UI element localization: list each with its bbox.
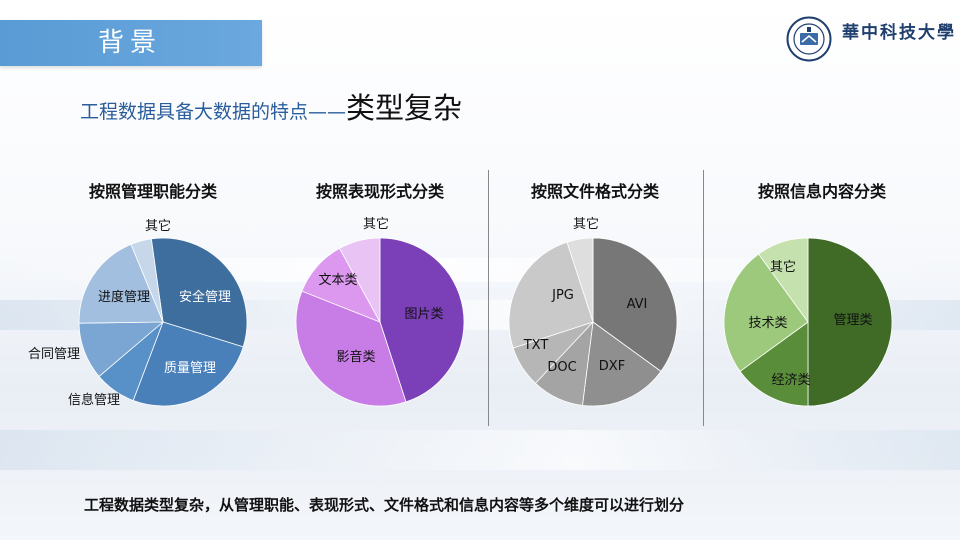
pie-slice (150, 237, 248, 348)
pie-slice-label: JPG (551, 288, 574, 303)
pie-slice (758, 237, 809, 324)
header-bar (0, 20, 262, 66)
pie-slice (379, 237, 465, 403)
pie-slice-label: 其它 (145, 218, 171, 234)
chart-title-information-content: 按照信息内容分类 (757, 182, 886, 201)
university-name: 華中科技大學 (842, 23, 956, 43)
pie-slice-label: 其它 (573, 216, 599, 232)
pie-slice (78, 243, 164, 324)
pie-slice-label: 信息管理 (68, 392, 120, 408)
pie-slice (739, 321, 809, 407)
pie-slice (132, 321, 244, 407)
pie-slice (508, 241, 594, 349)
pie-slice-label: 影音类 (336, 349, 375, 365)
summary-text: 工程数据类型复杂，从管理职能、表现形式、文件格式和信息内容等多个维度可以进行划分 (84, 496, 685, 514)
section-subtitle: 工程数据具备大数据的特点——类型复杂 (80, 88, 462, 133)
pie-slice-label: 其它 (363, 216, 389, 232)
pie-slice (566, 237, 594, 323)
pie-slice-label: AVI (627, 297, 648, 312)
pie-slice-label: 经济类 (771, 373, 810, 388)
pie-slice (592, 237, 678, 372)
chart-title-management-function: 按照管理职能分类 (88, 182, 217, 201)
pie-slice-label: 文本类 (318, 273, 357, 288)
university-logo-icon (786, 16, 832, 62)
pie-slice (807, 237, 893, 407)
column-divider (703, 170, 704, 426)
subtitle-emphasis: 类型复杂 (346, 91, 463, 125)
pie-slice-label: 其它 (770, 259, 796, 275)
pie-slice (130, 238, 164, 323)
pie-slice-label: 图片类 (404, 307, 443, 322)
pie-slice (338, 237, 381, 323)
pie-slice-label: 安全管理 (179, 289, 231, 305)
pie-slice-label: 质量管理 (164, 361, 216, 376)
pie-slice (295, 290, 407, 407)
pie-slice (582, 321, 662, 407)
column-divider (488, 170, 489, 426)
pie-slice-label: DOC (547, 360, 576, 375)
pie-slice-label: TXT (523, 338, 549, 353)
pie-slice-label: 技术类 (748, 316, 787, 331)
pie-slice-label: DXF (599, 359, 625, 374)
chart-title-file-format: 按照文件格式分类 (530, 182, 659, 201)
pie-slice-label: 合同管理 (28, 347, 80, 362)
pie-slice-label: 进度管理 (98, 289, 150, 305)
subtitle-lead: 工程数据具备大数据的特点—— (80, 101, 347, 123)
page-title: 背景 (98, 28, 163, 58)
pie-slice (723, 253, 809, 372)
pie-slice-label: 管理类 (833, 313, 872, 328)
chart-title-presentation-form: 按照表现形式分类 (315, 182, 444, 201)
